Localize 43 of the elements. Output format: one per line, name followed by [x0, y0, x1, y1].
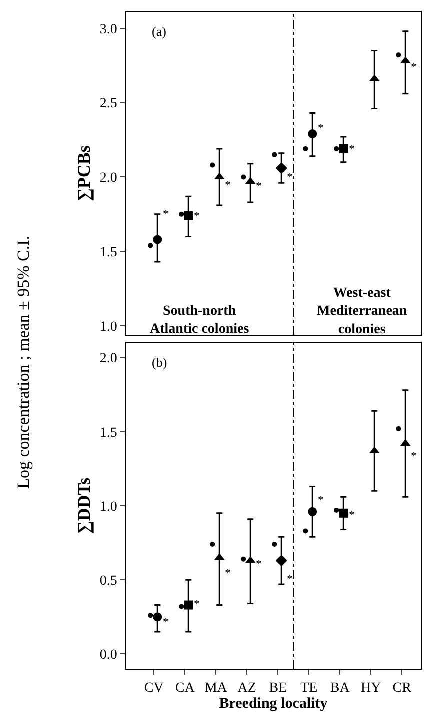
annotation: *: [349, 142, 355, 156]
annotation: *: [411, 449, 417, 463]
y-tick-label: 0.0: [100, 648, 118, 664]
annotation: *: [318, 493, 324, 507]
annotation: *: [194, 597, 200, 611]
y-tick-label: 1.0: [100, 500, 118, 515]
text: Log concentration ; mean ± 95% C.I.: [14, 236, 33, 489]
x-tick-label: AZ: [238, 680, 256, 696]
y-tick-label: 1.5: [100, 246, 118, 261]
annotation: South-north Atlantic colonies: [150, 304, 250, 338]
annotation: *: [349, 508, 355, 522]
annotation: *: [287, 170, 293, 184]
x-tick-label: CA: [175, 680, 196, 696]
x-tick-label: MA: [204, 680, 228, 696]
x-tick-label: BE: [269, 680, 288, 696]
annotation: *: [225, 566, 231, 580]
x-tick-label: BA: [330, 680, 351, 696]
annotation: *: [163, 207, 169, 221]
y-tick-label: 2.5: [100, 96, 118, 112]
x-axis-title: Breeding locality: [219, 696, 328, 712]
y-tick-label: 2.0: [100, 171, 118, 186]
y-tick-label: 1.0: [100, 320, 118, 335]
annotation: (a): [152, 24, 166, 39]
y-tick-label: 3.0: [100, 22, 118, 38]
annotation: West-east Mediterranean colonies: [317, 286, 408, 338]
annotation: *: [256, 557, 262, 571]
x-tick-label: CR: [392, 680, 412, 696]
y-tick-label: 1.5: [100, 426, 118, 441]
annotation: *: [256, 179, 262, 193]
y-tick-label: 0.5: [100, 574, 118, 589]
annotation: (b): [152, 355, 168, 370]
annotation: *: [194, 209, 200, 223]
x-tick-label: CV: [144, 680, 164, 696]
x-tick-label: HY: [361, 680, 382, 696]
annotation: *: [163, 615, 169, 629]
annotation: *: [411, 60, 417, 74]
x-tick-label: TE: [300, 680, 318, 696]
annotation: *: [287, 572, 293, 586]
y-tick-label: 2.0: [100, 352, 118, 367]
y-axis-title: ∑PCBs: [74, 146, 94, 202]
annotation: *: [318, 121, 324, 135]
annotation: *: [225, 178, 231, 192]
y-axis-title: ∑DDTs: [74, 478, 94, 534]
